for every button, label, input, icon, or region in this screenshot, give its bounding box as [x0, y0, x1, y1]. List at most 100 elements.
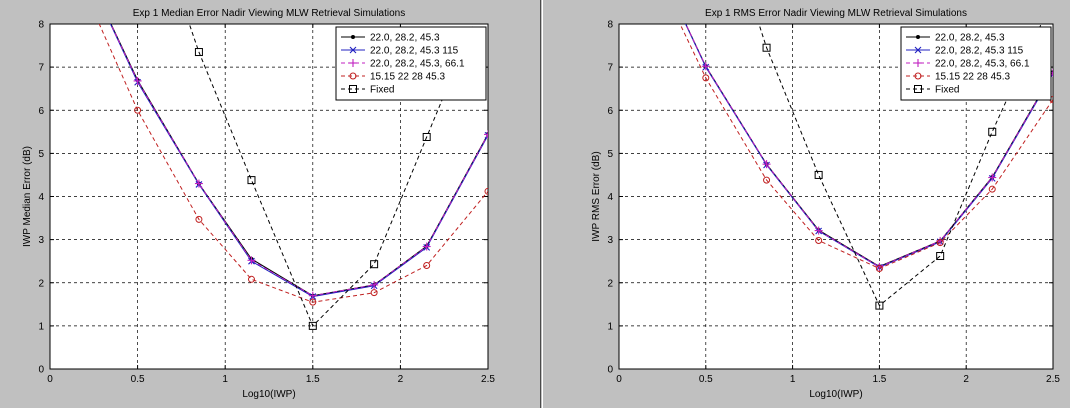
- data-point: [247, 256, 256, 265]
- x-axis-label: Log10(IWP): [242, 389, 295, 400]
- legend-entry-label: 22.0, 28.2, 45.3: [370, 33, 440, 44]
- panel-divider: [540, 0, 543, 408]
- y-tick-label: 7: [38, 63, 44, 74]
- data-point: [936, 239, 944, 247]
- legend-marker: [914, 46, 922, 54]
- y-tick-label: 6: [607, 106, 613, 117]
- median-error-chart-panel: Exp 1 Median Error Nadir Viewing MLW Ret…: [22, 8, 496, 400]
- y-tick-label: 8: [607, 20, 613, 31]
- grid-lines: [50, 24, 488, 369]
- data-point: [423, 262, 431, 269]
- x-axis-label: Log10(IWP): [809, 389, 862, 400]
- data-point: [875, 265, 883, 273]
- median-error-chart: Exp 1 Median Error Nadir Viewing MLW Ret…: [22, 8, 495, 400]
- legend-marker: [349, 72, 357, 80]
- chart-title: Exp 1 RMS Error Nadir Viewing MLW Retrie…: [705, 8, 967, 19]
- y-tick-label: 3: [38, 235, 44, 246]
- data-point: [988, 127, 997, 136]
- data-point: [1050, 0, 1057, 2]
- y-tick-label: 2: [38, 278, 44, 289]
- data-point: [308, 291, 317, 300]
- data-point: [484, 130, 488, 139]
- y-tick-label: 8: [38, 20, 44, 31]
- y-tick-label: 1: [607, 321, 613, 332]
- rms-error-chart-panel: Exp 1 RMS Error Nadir Viewing MLW Retrie…: [543, 0, 1070, 408]
- data-point: [308, 321, 317, 330]
- y-tick-label: 3: [607, 235, 613, 246]
- legend-marker: [914, 85, 922, 93]
- legend-marker: [349, 85, 357, 93]
- data-point: [762, 160, 771, 169]
- x-tick-label: 0: [47, 374, 53, 385]
- data-point: [988, 173, 997, 182]
- legend-box: [900, 26, 1052, 101]
- legend-entry-label: 15.15 22 28 45.3: [935, 72, 1011, 83]
- legend-entry-label: 15.15 22 28 45.3: [370, 72, 446, 83]
- legend-entry-label: Fixed: [935, 85, 959, 96]
- legend-entry-label: 22.0, 28.2, 45.3: [935, 33, 1005, 44]
- y-tick-label: 7: [607, 63, 613, 74]
- data-point: [247, 176, 256, 185]
- data-point: [815, 236, 823, 244]
- chart-title: Exp 1 Median Error Nadir Viewing MLW Ret…: [133, 8, 406, 19]
- legend-entry-label: 22.0, 28.2, 45.3, 66.1: [935, 59, 1030, 70]
- y-tick-label: 4: [38, 192, 44, 203]
- data-point: [762, 43, 771, 52]
- legend-entry-label: Fixed: [370, 85, 394, 96]
- rms-error-chart: Exp 1 RMS Error Nadir Viewing MLW Retrie…: [591, 0, 1060, 400]
- x-tick-label: 2.5: [481, 374, 495, 385]
- legend-marker: [914, 72, 922, 80]
- series-line-4: [758, 24, 1042, 307]
- data-point: [814, 226, 823, 235]
- data-point: [422, 132, 431, 141]
- data-point: [422, 242, 431, 251]
- series-line-3: [679, 24, 1053, 270]
- data-point: [763, 176, 771, 184]
- data-point: [195, 215, 203, 223]
- data-point: [814, 170, 823, 179]
- marker-stroke: [349, 46, 357, 54]
- x-tick-label: 2: [963, 374, 969, 385]
- data-point: [701, 62, 710, 71]
- y-axis-label: IWP RMS Error (dB): [591, 151, 602, 241]
- series-line-4: [188, 24, 475, 327]
- y-tick-label: 5: [607, 149, 613, 160]
- data-point: [370, 289, 378, 297]
- data-point: [988, 185, 996, 193]
- series-group: [98, 24, 488, 330]
- legend-entry-label: 22.0, 28.2, 45.3, 66.1: [370, 59, 465, 70]
- marker-stroke: [484, 134, 488, 139]
- legend-marker: [349, 46, 357, 54]
- x-tick-label: 0: [616, 374, 622, 385]
- legend-entry-label: 22.0, 28.2, 45.3 115: [370, 46, 459, 57]
- y-tick-label: 1: [38, 321, 44, 332]
- legend: 22.0, 28.2, 45.3 22.0, 28.2, 45.3 115 22.0…: [335, 26, 487, 101]
- x-tick-label: 2: [398, 374, 404, 385]
- data-point: [133, 76, 142, 85]
- data-point: [370, 280, 379, 289]
- legend-marker: [916, 35, 920, 39]
- data-point: [370, 260, 379, 269]
- legend-entry-label: 22.0, 28.2, 45.3 115: [935, 46, 1024, 57]
- data-point: [484, 131, 488, 139]
- y-tick-label: 0: [607, 365, 613, 376]
- data-point: [484, 187, 488, 195]
- legend-box: [335, 26, 487, 101]
- x-tick-label: 1: [222, 374, 228, 385]
- legend-marker: [914, 59, 922, 67]
- series-line-3: [98, 24, 488, 303]
- x-tick-label: 1.5: [872, 374, 886, 385]
- x-tick-label: 0.5: [131, 374, 145, 385]
- y-tick-label: 4: [607, 192, 613, 203]
- y-tick-label: 5: [38, 149, 44, 160]
- marker-stroke: [484, 131, 488, 137]
- series-line-2: [110, 24, 488, 297]
- y-axis-label: IWP Median Error (dB): [22, 146, 33, 247]
- x-tick-label: 0.5: [699, 374, 713, 385]
- data-point: [309, 298, 317, 306]
- legend-marker: [349, 59, 357, 67]
- data-point: [194, 48, 203, 57]
- data-point: [875, 301, 884, 310]
- data-point: [247, 275, 255, 283]
- x-tick-label: 1: [790, 374, 796, 385]
